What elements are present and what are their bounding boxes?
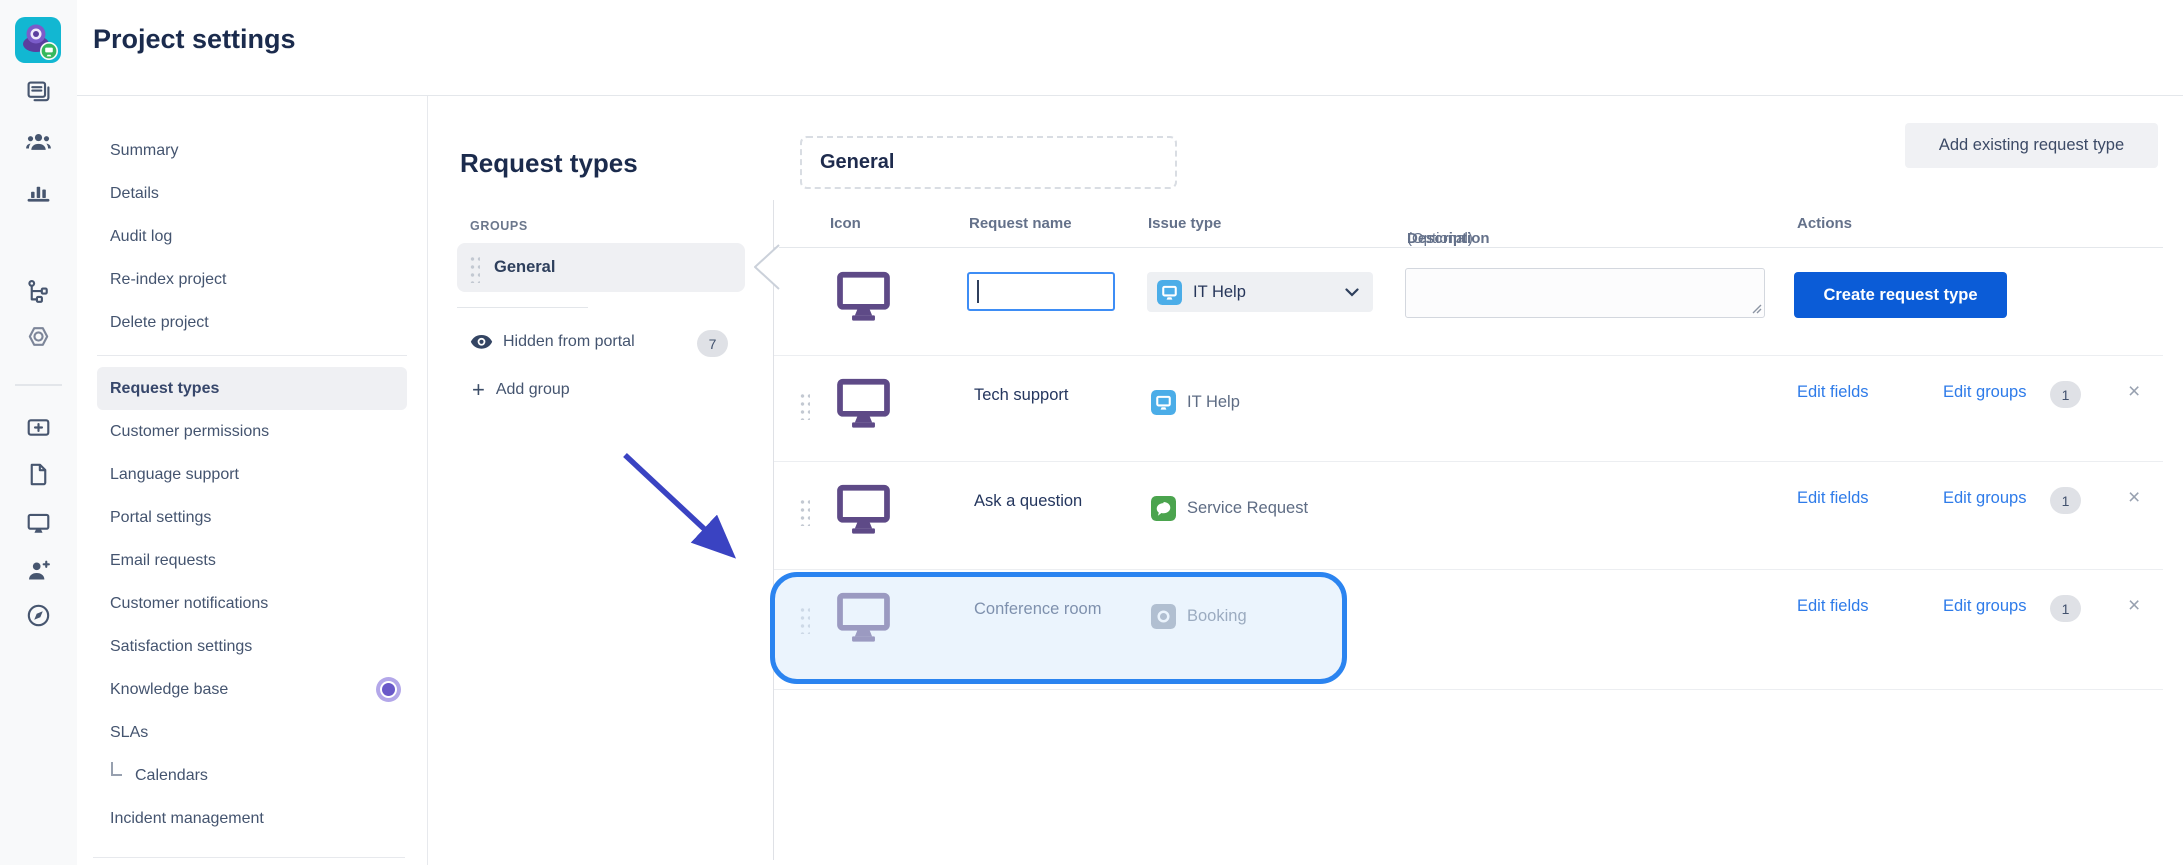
- issue-type-cell: Service Request: [1151, 496, 1308, 521]
- request-type-row-ask-a-question: Ask a question Service Request Edit fiel…: [774, 462, 2163, 570]
- edit-fields-link[interactable]: Edit fields: [1797, 489, 1869, 507]
- group-title-inline-edit[interactable]: General: [800, 136, 1177, 189]
- sidebar-item-email-requests[interactable]: Email requests: [110, 551, 216, 569]
- groups-panel-label: GROUPS: [470, 219, 528, 233]
- drag-handle-icon[interactable]: [798, 390, 810, 420]
- rail-divider: [15, 384, 62, 386]
- sidebar-item-satisfaction-settings[interactable]: Satisfaction settings: [110, 637, 253, 655]
- drag-handle-icon[interactable]: [468, 252, 480, 283]
- raise-request-icon[interactable]: [25, 414, 52, 441]
- sidebar-item-audit-log[interactable]: Audit log: [110, 227, 173, 245]
- issue-type-cell: IT Help: [1151, 390, 1240, 415]
- groups-count-badge: 1: [2050, 595, 2081, 622]
- sidebar-item-summary[interactable]: Summary: [110, 141, 179, 159]
- request-name: Ask a question: [974, 492, 1083, 510]
- sidebar-item-incident-management[interactable]: Incident management: [110, 809, 264, 827]
- customers-icon[interactable]: [25, 129, 52, 156]
- sidebar-divider: [97, 355, 407, 356]
- request-type-monitor-icon: [837, 592, 890, 642]
- eye-icon: [470, 334, 493, 349]
- request-types-table: Icon Request name Issue type Description…: [773, 200, 2163, 860]
- notification-dot-icon: [382, 683, 395, 696]
- request-type-monitor-icon: [837, 378, 890, 428]
- page-title: Project settings: [93, 24, 296, 54]
- selected-group-caret: [754, 244, 780, 290]
- app-logo-icon[interactable]: [14, 16, 62, 64]
- request-name: Tech support: [974, 386, 1069, 404]
- request-type-monitor-icon: [837, 271, 890, 321]
- add-group-button[interactable]: + Add group: [472, 377, 570, 402]
- tree-connector-icon: [111, 762, 122, 776]
- column-header-request-name: Request name: [969, 215, 1072, 232]
- edit-fields-link[interactable]: Edit fields: [1797, 383, 1869, 401]
- request-type-row-conference-room: Conference room Booking Edit fields Edit…: [774, 570, 2163, 690]
- request-name: Conference room: [974, 600, 1102, 618]
- issue-type-cell: Booking: [1151, 604, 1247, 629]
- sidebar-bottom-divider: [93, 857, 405, 858]
- sidebar-item-delete-project[interactable]: Delete project: [110, 313, 209, 331]
- sidebar-item-request-types[interactable]: Request types: [97, 367, 407, 410]
- reports-icon[interactable]: [25, 178, 52, 205]
- close-icon[interactable]: ×: [2128, 486, 2141, 509]
- chevron-down-icon: [1345, 287, 1359, 297]
- column-header-icon: Icon: [830, 215, 861, 232]
- drag-handle-icon[interactable]: [798, 604, 810, 634]
- it-help-icon: [1151, 390, 1176, 415]
- groups-count-badge: 1: [2050, 487, 2081, 514]
- request-type-monitor-icon: [837, 484, 890, 534]
- hidden-count-badge: 7: [697, 330, 728, 357]
- groups-count-badge: 1: [2050, 381, 2081, 408]
- discover-icon[interactable]: [25, 602, 52, 629]
- issue-type-select[interactable]: IT Help: [1147, 272, 1373, 312]
- drag-handle-icon[interactable]: [798, 496, 810, 526]
- document-icon[interactable]: [25, 461, 52, 488]
- sidebar-item-calendars[interactable]: Calendars: [77, 754, 427, 797]
- text-cursor: [977, 280, 979, 303]
- sidebar-item-customer-notifications[interactable]: Customer notifications: [110, 594, 269, 612]
- column-header-issue-type: Issue type: [1148, 215, 1222, 232]
- settings-icon[interactable]: [25, 323, 52, 350]
- queues-icon[interactable]: [25, 79, 52, 106]
- new-request-type-form-row: IT Help Create request type: [774, 248, 2163, 356]
- column-header-actions: Actions: [1797, 215, 1853, 232]
- sidebar-item-customer-permissions[interactable]: Customer permissions: [110, 422, 270, 440]
- project-settings-nav: Summary Details Audit log Re-index proje…: [77, 129, 427, 840]
- close-icon[interactable]: ×: [2128, 594, 2141, 617]
- invite-people-icon[interactable]: [25, 557, 52, 584]
- it-help-icon: [1157, 279, 1182, 305]
- sidebar-item-details[interactable]: Details: [110, 184, 159, 202]
- workflow-icon[interactable]: [25, 278, 52, 305]
- request-type-row-tech-support: Tech support IT Help Edit fields Edit gr…: [774, 356, 2163, 462]
- app-rail: [0, 0, 77, 865]
- edit-groups-link[interactable]: Edit groups: [1943, 597, 2027, 615]
- hidden-from-portal-toggle[interactable]: Hidden from portal 7: [470, 330, 728, 357]
- service-request-icon: [1151, 496, 1176, 521]
- sidebar-item-slas[interactable]: SLAs: [110, 723, 149, 741]
- edit-fields-link[interactable]: Edit fields: [1797, 597, 1869, 615]
- booking-icon: [1151, 604, 1176, 629]
- sidebar-item-portal-settings[interactable]: Portal settings: [110, 508, 212, 526]
- section-heading: Request types: [460, 148, 638, 178]
- groups-divider: [457, 307, 588, 308]
- add-existing-request-type-button[interactable]: Add existing request type: [1905, 123, 2158, 168]
- sidebar-border: [427, 96, 428, 865]
- description-textarea[interactable]: [1405, 268, 1765, 318]
- close-icon[interactable]: ×: [2128, 380, 2141, 403]
- edit-groups-link[interactable]: Edit groups: [1943, 489, 2027, 507]
- request-name-input[interactable]: [967, 272, 1115, 311]
- group-item-general[interactable]: General: [457, 243, 745, 292]
- sidebar-item-knowledge-base[interactable]: Knowledge base: [77, 668, 427, 711]
- edit-groups-link[interactable]: Edit groups: [1943, 383, 2027, 401]
- portal-icon[interactable]: [25, 510, 52, 537]
- sidebar-item-language-support[interactable]: Language support: [110, 465, 239, 483]
- create-request-type-button[interactable]: Create request type: [1794, 272, 2007, 318]
- header-divider: [77, 95, 2183, 96]
- annotation-arrow-icon: [623, 452, 737, 559]
- sidebar-item-reindex-project[interactable]: Re-index project: [110, 270, 227, 288]
- table-header-row: Icon Request name Issue type Description…: [774, 200, 2163, 248]
- plus-icon: +: [472, 377, 485, 402]
